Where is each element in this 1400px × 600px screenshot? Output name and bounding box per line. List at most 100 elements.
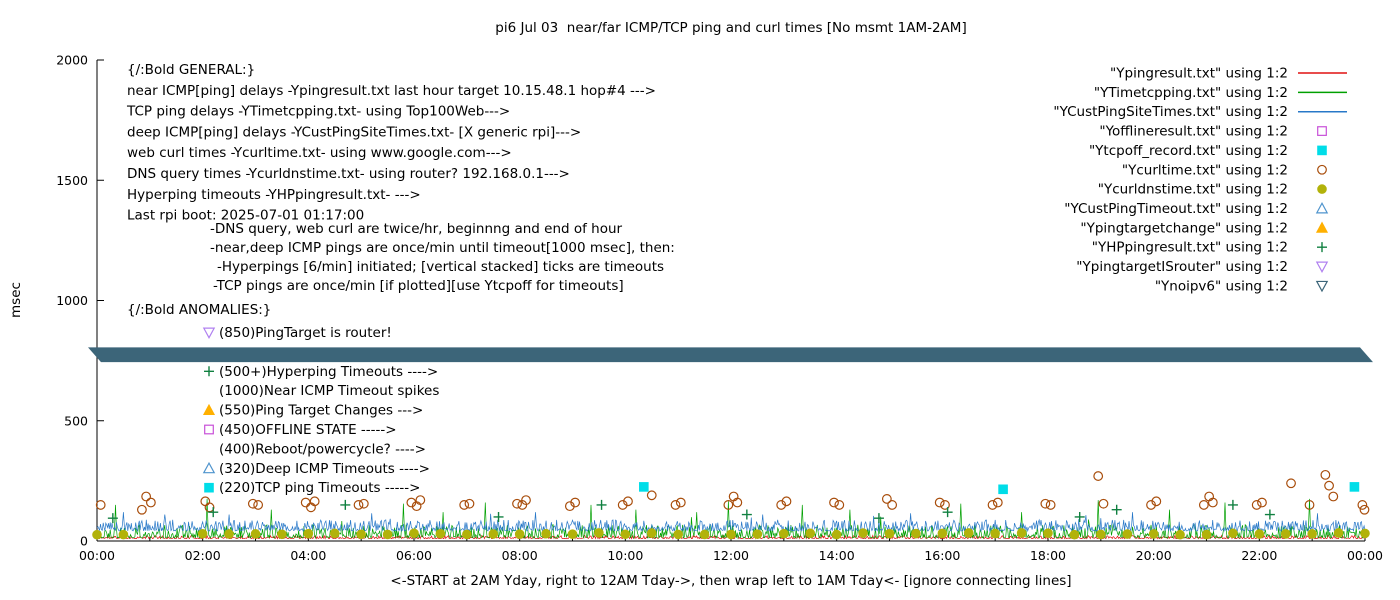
point [670, 500, 681, 510]
legend-label: "Ynoipv6" using 1:2 [1155, 278, 1288, 294]
point [873, 513, 884, 524]
point [224, 529, 234, 539]
series-points-Ycurltime.txt [95, 469, 1370, 515]
legend-triangle-up-open-icon [1315, 201, 1329, 214]
point [1359, 504, 1370, 515]
anomaly-line: (220)TCP ping Timeouts -----> [219, 480, 421, 496]
point [884, 528, 895, 539]
x-tick-label: 02:00 [185, 548, 221, 563]
point [1122, 529, 1133, 539]
point [435, 528, 446, 539]
general-line: TCP ping delays -YTimetcpping.txt- using… [126, 104, 510, 120]
anomaly-line: (550)Ping Target Changes ---> [219, 403, 423, 419]
x-tick-label: 00:00 [79, 548, 115, 563]
point [1360, 528, 1370, 539]
point [141, 491, 152, 502]
chart-title: pi6 Jul 03 near/far ICMP/TCP ping and cu… [495, 20, 967, 36]
point [277, 529, 287, 540]
point [1251, 500, 1262, 510]
point [250, 529, 261, 539]
y-tick-label: 1000 [56, 293, 88, 308]
point [992, 497, 1003, 508]
point [1098, 498, 1109, 509]
y-tick-label: 0 [80, 534, 88, 549]
legend-label: "Ycurldnstime.txt" using 1:2 [1098, 182, 1288, 198]
point [488, 529, 499, 539]
plus-anomaly-icon [204, 366, 214, 377]
noipv6-band [88, 347, 1373, 363]
point [512, 498, 522, 509]
point [699, 529, 710, 540]
point [1333, 528, 1344, 538]
legend-square-open-icon [1317, 126, 1327, 136]
point [834, 500, 845, 510]
legend-triangle-down-open-icon [1315, 261, 1329, 273]
point [987, 500, 998, 510]
general-line: near ICMP[ping] delays -Ypingresult.txt … [127, 83, 656, 99]
point [623, 496, 633, 507]
general-line: Last rpi boot: 2025-07-01 01:17:00 [127, 208, 364, 224]
point [382, 529, 393, 540]
point [594, 528, 604, 538]
point [300, 497, 311, 508]
anomaly-line: (1000)Near ICMP Timeout spikes [219, 383, 439, 399]
point [1324, 480, 1334, 491]
general-sub-line: -DNS query, web curl are twice/hr, begin… [210, 221, 623, 237]
general-sub-line: -Hyperpings [6/min] initiated; [vertical… [217, 259, 664, 275]
point [596, 499, 607, 510]
square-open-anomaly-icon [204, 424, 214, 435]
point [963, 528, 974, 538]
legend-label: "Ypingresult.txt" using 1:2 [1110, 66, 1288, 82]
point [1264, 509, 1275, 520]
legend-circle-open-icon [1317, 164, 1327, 175]
point [829, 497, 839, 508]
point [409, 528, 419, 539]
legend-label: "YTimetcpping.txt" using 1:2 [1094, 85, 1288, 101]
point [1328, 491, 1339, 502]
point [673, 529, 683, 540]
point [646, 490, 657, 501]
legend-triangle-up-filled-icon [1315, 221, 1329, 233]
point [881, 494, 892, 504]
point [459, 500, 470, 510]
point [247, 498, 258, 509]
point [1304, 500, 1315, 510]
anomalies-header: {/:Bold ANOMALIES:} [127, 302, 271, 318]
triangle-down-open-anomaly-icon [202, 327, 216, 339]
point [358, 498, 369, 509]
anomaly-line: (400)Reboot/powercycle? ----> [219, 441, 426, 457]
general-line: {/:Bold GENERAL:} [127, 62, 255, 78]
point [1257, 497, 1267, 508]
point [1227, 499, 1238, 510]
x-tick-label: 00:00 [1347, 548, 1383, 563]
legend-label: "YCustPingSiteTimes.txt" using 1:2 [1053, 104, 1288, 120]
point [779, 528, 789, 539]
point [858, 528, 868, 538]
general-line: Hyperping timeouts -YHPpingresult.txt- -… [127, 187, 421, 203]
point [415, 495, 426, 506]
series-layer [92, 469, 1370, 540]
point [1201, 529, 1212, 540]
point [329, 528, 340, 539]
point [1045, 500, 1056, 510]
point [1175, 529, 1185, 540]
x-tick-label: 08:00 [502, 548, 538, 563]
point [741, 509, 752, 520]
point [1307, 529, 1317, 539]
anomaly-line: (500+)Hyperping Timeouts ----> [219, 364, 438, 380]
point [1349, 482, 1360, 492]
point [620, 529, 631, 540]
y-axis-label: msec [8, 282, 24, 318]
point [937, 528, 948, 539]
axes: 0 500 1000 1500 2000 00:00 02:00 04:00 06:00 08:0… [56, 53, 1383, 564]
point [1357, 500, 1368, 510]
point [617, 500, 628, 510]
legend: "Ypingresult.txt" using 1:2 "YTimetcpping… [1053, 66, 1347, 294]
series-points-Ycurldnstime.txt [92, 528, 1370, 540]
point [564, 501, 575, 512]
point [1074, 511, 1085, 522]
point [118, 529, 129, 540]
x-tick-label: 12:00 [713, 548, 749, 563]
point [1207, 497, 1218, 508]
